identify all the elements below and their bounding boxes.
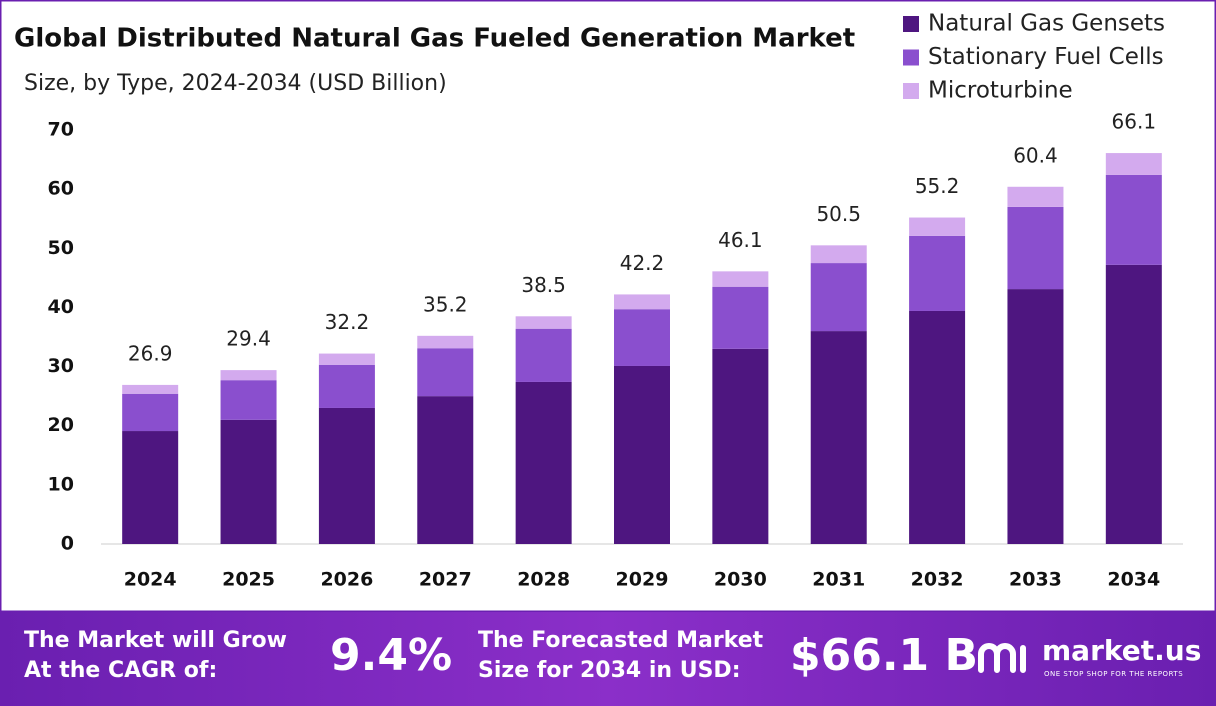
legend-label: Microturbine — [928, 78, 1073, 104]
bar-segment — [417, 335, 474, 349]
bar-segment — [515, 381, 572, 544]
forecast-value: $66.1 B — [790, 630, 979, 681]
x-tick-label: 2028 — [517, 569, 570, 591]
forecast-label: The Forecasted Market Size for 2034 in US… — [478, 626, 763, 686]
total-label: 35.2 — [423, 292, 468, 316]
bar-segment — [1105, 264, 1162, 544]
bar-segment — [122, 384, 179, 394]
total-label: 60.4 — [1013, 143, 1058, 167]
total-label: 50.5 — [816, 202, 861, 226]
footer: The Market will Grow At the CAGR of: 9.4%… — [0, 612, 1216, 706]
x-tick-label: 2031 — [812, 569, 865, 591]
y-tick-label: 0 — [61, 533, 74, 555]
bar-segment — [810, 245, 867, 264]
x-tick-label: 2029 — [616, 569, 669, 591]
y-tick-label: 40 — [48, 296, 74, 318]
y-tick-label: 60 — [48, 178, 74, 200]
legend-swatch — [903, 16, 919, 32]
total-label: 42.2 — [620, 251, 665, 275]
total-label: 32.2 — [325, 310, 370, 334]
bar-segment — [712, 271, 769, 287]
bar-segment — [1007, 289, 1064, 544]
chart-title: Global Distributed Natural Gas Fueled Ge… — [14, 24, 855, 54]
total-label: 26.9 — [128, 341, 173, 365]
x-tick-label: 2026 — [320, 569, 373, 591]
bar-segment — [1105, 174, 1162, 265]
bar-segment — [417, 348, 474, 397]
bar-segment — [909, 310, 966, 544]
x-tick-label: 2025 — [222, 569, 275, 591]
x-tick-label: 2024 — [124, 569, 177, 591]
bar-segment — [614, 294, 670, 310]
bar-segment — [318, 407, 375, 544]
legend-swatch — [903, 83, 919, 99]
tagline: ONE STOP SHOP FOR THE REPORTS — [1044, 670, 1184, 678]
y-tick-label: 50 — [48, 237, 74, 259]
cagr-label: The Market will Grow At the CAGR of: — [24, 626, 287, 686]
x-tick-label: 2033 — [1009, 569, 1062, 591]
bar-segment — [712, 348, 769, 544]
bar-segment — [909, 217, 966, 236]
bar-segment — [712, 286, 769, 349]
x-tick-label: 2032 — [911, 569, 964, 591]
text-line: Size for 2034 in USD: — [478, 658, 741, 683]
text-line: The Market will Grow — [24, 628, 287, 653]
y-tick-label: 20 — [48, 414, 74, 436]
legend-swatch — [903, 49, 919, 66]
legend-label: Stationary Fuel Cells — [928, 44, 1164, 70]
x-tick-label: 2034 — [1107, 569, 1160, 591]
bar-segment — [122, 431, 179, 544]
brand: market.us — [1042, 634, 1202, 667]
bar-segment — [614, 365, 670, 544]
total-label: 55.2 — [915, 174, 960, 198]
y-tick-label: 70 — [48, 119, 74, 141]
logo-icon — [978, 643, 1026, 673]
chart: Global Distributed Natural Gas Fueled Ge… — [0, 0, 1216, 614]
bar-segment — [220, 419, 277, 544]
total-label: 38.5 — [521, 273, 566, 297]
bar-segment — [220, 370, 277, 381]
bar-segment — [515, 328, 572, 382]
bar-segment — [318, 353, 375, 365]
bar-segment — [1007, 206, 1064, 290]
bar-segment — [909, 235, 966, 311]
bar-segment — [515, 316, 572, 329]
text-line: At the CAGR of: — [24, 658, 218, 683]
x-tick-label: 2027 — [419, 569, 472, 591]
cagr-value: 9.4% — [330, 630, 453, 681]
total-label: 29.4 — [226, 327, 271, 351]
bar-segment — [417, 396, 474, 544]
bar-segment — [318, 364, 375, 408]
bar-segment — [810, 263, 867, 332]
legend-label: Natural Gas Gensets — [928, 11, 1165, 37]
chart-subtitle: Size, by Type, 2024-2034 (USD Billion) — [24, 71, 447, 96]
y-tick-label: 10 — [48, 473, 74, 495]
y-tick-label: 30 — [48, 355, 74, 377]
total-label: 46.1 — [718, 228, 763, 252]
total-label: 66.1 — [1112, 110, 1157, 134]
bar-segment — [614, 309, 670, 366]
text-line: The Forecasted Market — [478, 628, 764, 653]
bar-segment — [1007, 186, 1064, 207]
bar-segment — [220, 380, 277, 420]
bar-segment — [810, 331, 867, 544]
bar-segment — [122, 393, 179, 432]
bar-segment — [1105, 153, 1162, 175]
x-tick-label: 2030 — [714, 569, 767, 591]
